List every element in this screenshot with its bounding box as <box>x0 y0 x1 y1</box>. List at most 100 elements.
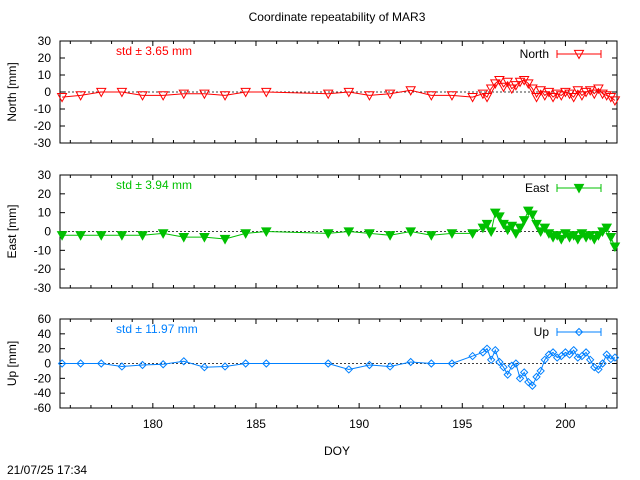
up-data-point <box>590 363 599 372</box>
up-data-point <box>241 359 250 368</box>
east-data-point <box>531 219 542 230</box>
north-data-point <box>384 89 396 100</box>
north-y-axis-label: North [mm] <box>5 62 19 121</box>
east-std-label: std ± 3.94 mm <box>116 178 192 192</box>
east-data-point <box>601 223 613 234</box>
east-legend-marker <box>573 183 585 194</box>
east-data-point <box>467 229 478 239</box>
north-data-point <box>522 79 534 90</box>
up-x-tick-label: 190 <box>349 417 369 431</box>
east-data-point <box>597 227 608 238</box>
east-y-tick-label: 10 <box>38 206 52 220</box>
east-data-point <box>446 229 458 239</box>
east-y-tick-label: 0 <box>44 225 51 239</box>
east-y-tick-label: -20 <box>34 262 52 276</box>
north-data-point <box>219 91 231 101</box>
up-data-point <box>594 365 603 374</box>
up-data-point <box>491 345 500 355</box>
up-data-point <box>610 353 620 362</box>
east-data-point <box>75 231 86 241</box>
up-data-point <box>540 355 550 364</box>
north-legend-marker <box>573 49 585 60</box>
up-data-point <box>524 377 533 387</box>
east-y-tick-label: 20 <box>38 187 52 201</box>
east-data-point <box>481 219 493 230</box>
east-data-point <box>609 242 621 253</box>
up-data-point <box>606 354 616 364</box>
east-data-point <box>343 227 355 238</box>
north-y-tick-label: 20 <box>38 51 52 65</box>
east-data-point <box>485 227 497 238</box>
up-y-tick-label: -60 <box>34 401 52 415</box>
north-data-point <box>551 89 563 100</box>
up-data-point <box>482 344 492 353</box>
east-data-point <box>116 231 128 241</box>
north-data-point <box>260 87 272 98</box>
north-data-point <box>510 81 522 91</box>
north-data-point <box>199 89 210 100</box>
up-y-tick-label: 20 <box>38 342 52 356</box>
east-y-tick-label: -30 <box>34 281 52 295</box>
east-data-point <box>572 234 584 245</box>
up-y-axis-label: Up [mm] <box>5 341 19 386</box>
east-data-point <box>260 227 272 238</box>
up-data-point <box>581 348 591 357</box>
north-y-tick-label: -20 <box>34 119 52 133</box>
up-data-point <box>561 348 570 357</box>
north-data-point <box>364 91 375 101</box>
north-data-point <box>609 96 621 107</box>
north-data-point <box>572 86 584 96</box>
east-data-point <box>364 229 375 239</box>
north-data-point <box>343 87 355 98</box>
north-data-point <box>56 93 68 103</box>
north-y-tick-label: 30 <box>38 34 52 48</box>
east-y-axis-label: East [mm] <box>5 204 19 258</box>
north-data-point <box>178 89 190 100</box>
north-data-point <box>485 84 497 95</box>
east-data-point <box>502 225 514 236</box>
panels-container: 30 20 10 0 -10 -20 -30 North [mm] std ± 3.65 mm N… <box>5 34 621 431</box>
north-data-point <box>605 93 617 103</box>
up-data-point <box>262 359 271 368</box>
north-data-point <box>240 87 252 98</box>
up-data-point <box>57 359 67 368</box>
east-data-point <box>95 231 107 241</box>
up-data-point <box>344 365 354 374</box>
east-panel: 30 20 10 0 -10 -20 -30 East [mm] std ± 3.94 mm Ea… <box>5 168 621 295</box>
up-data-point <box>365 360 374 370</box>
north-data-point <box>95 87 107 98</box>
east-data-point <box>157 229 169 239</box>
up-x-tick-label: 195 <box>452 417 472 431</box>
east-data-point <box>477 223 489 234</box>
north-data-point <box>547 93 559 103</box>
north-series-line <box>62 79 616 101</box>
north-data-point <box>446 91 458 101</box>
north-data-point <box>322 89 334 100</box>
east-data-point <box>506 221 518 232</box>
east-data-point <box>593 231 604 241</box>
up-data-point <box>548 348 558 357</box>
figure-title: Coordinate repeatability of MAR3 <box>249 10 426 24</box>
north-y-tick-label: 10 <box>38 68 52 82</box>
north-data-point <box>568 93 580 103</box>
east-data-point <box>405 227 417 238</box>
up-data-point <box>138 360 147 370</box>
up-data-point <box>97 359 106 368</box>
up-data-point <box>519 368 529 377</box>
north-data-point <box>576 91 588 101</box>
up-legend-label: Up <box>534 325 550 339</box>
up-y-tick-label: -20 <box>34 371 52 385</box>
up-data-point <box>117 362 127 371</box>
up-data-point <box>406 357 415 367</box>
north-data-point <box>116 87 128 98</box>
x-axis-label: DOY <box>324 444 350 458</box>
east-data-point <box>425 231 437 241</box>
up-legend-marker <box>574 327 584 337</box>
east-legend-label: East <box>525 181 550 195</box>
north-data-point <box>481 93 493 103</box>
up-x-tick-label: 200 <box>555 417 575 431</box>
up-data-point <box>602 350 611 359</box>
up-y-tick-label: 40 <box>38 327 52 341</box>
east-data-point <box>494 212 505 222</box>
